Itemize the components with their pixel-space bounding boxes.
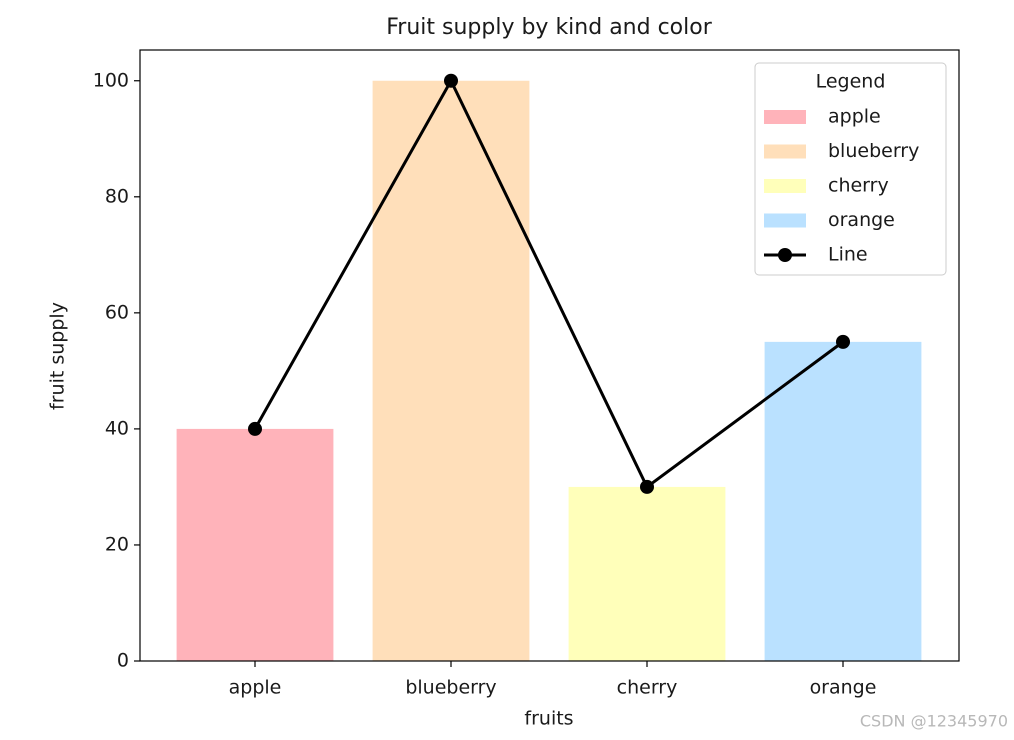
legend-swatch: [764, 110, 806, 124]
y-axis-label: fruit supply: [47, 302, 69, 410]
legend-marker: [778, 248, 792, 262]
line-marker: [640, 479, 654, 494]
line-marker: [444, 73, 458, 88]
x-axis-label: fruits: [524, 708, 573, 730]
legend-swatch: [764, 213, 806, 228]
x-tick-label: apple: [229, 677, 282, 699]
legend-swatch: [764, 179, 806, 193]
legend-label: blueberry: [828, 140, 919, 162]
legend-label: apple: [828, 106, 881, 128]
y-tick-label: 20: [105, 533, 129, 555]
legend-label: orange: [828, 209, 895, 231]
y-tick-label: 40: [105, 417, 129, 439]
axes-frame: [139, 49, 960, 662]
line-marker: [836, 334, 850, 349]
legend-swatch: [764, 144, 806, 159]
bar: [372, 80, 530, 661]
legend-label: cherry: [828, 175, 889, 197]
legend-title: Legend: [816, 71, 886, 93]
x-tick-label: blueberry: [405, 677, 496, 699]
watermark: CSDN @12345970: [860, 712, 1008, 731]
y-tick-label: 0: [117, 650, 129, 672]
bar: [764, 341, 922, 661]
line-series: [253, 77, 844, 490]
bar: [568, 486, 726, 661]
x-tick-label: orange: [810, 677, 877, 699]
legend-label: Line: [828, 244, 868, 266]
y-tick-label: 60: [105, 301, 129, 323]
x-tick-label: cherry: [617, 677, 678, 699]
line-marker: [248, 421, 262, 436]
chart-title: Fruit supply by kind and color: [386, 15, 712, 40]
y-tick-label: 100: [93, 69, 129, 91]
bar: [176, 428, 334, 661]
y-tick-label: 80: [105, 185, 129, 207]
